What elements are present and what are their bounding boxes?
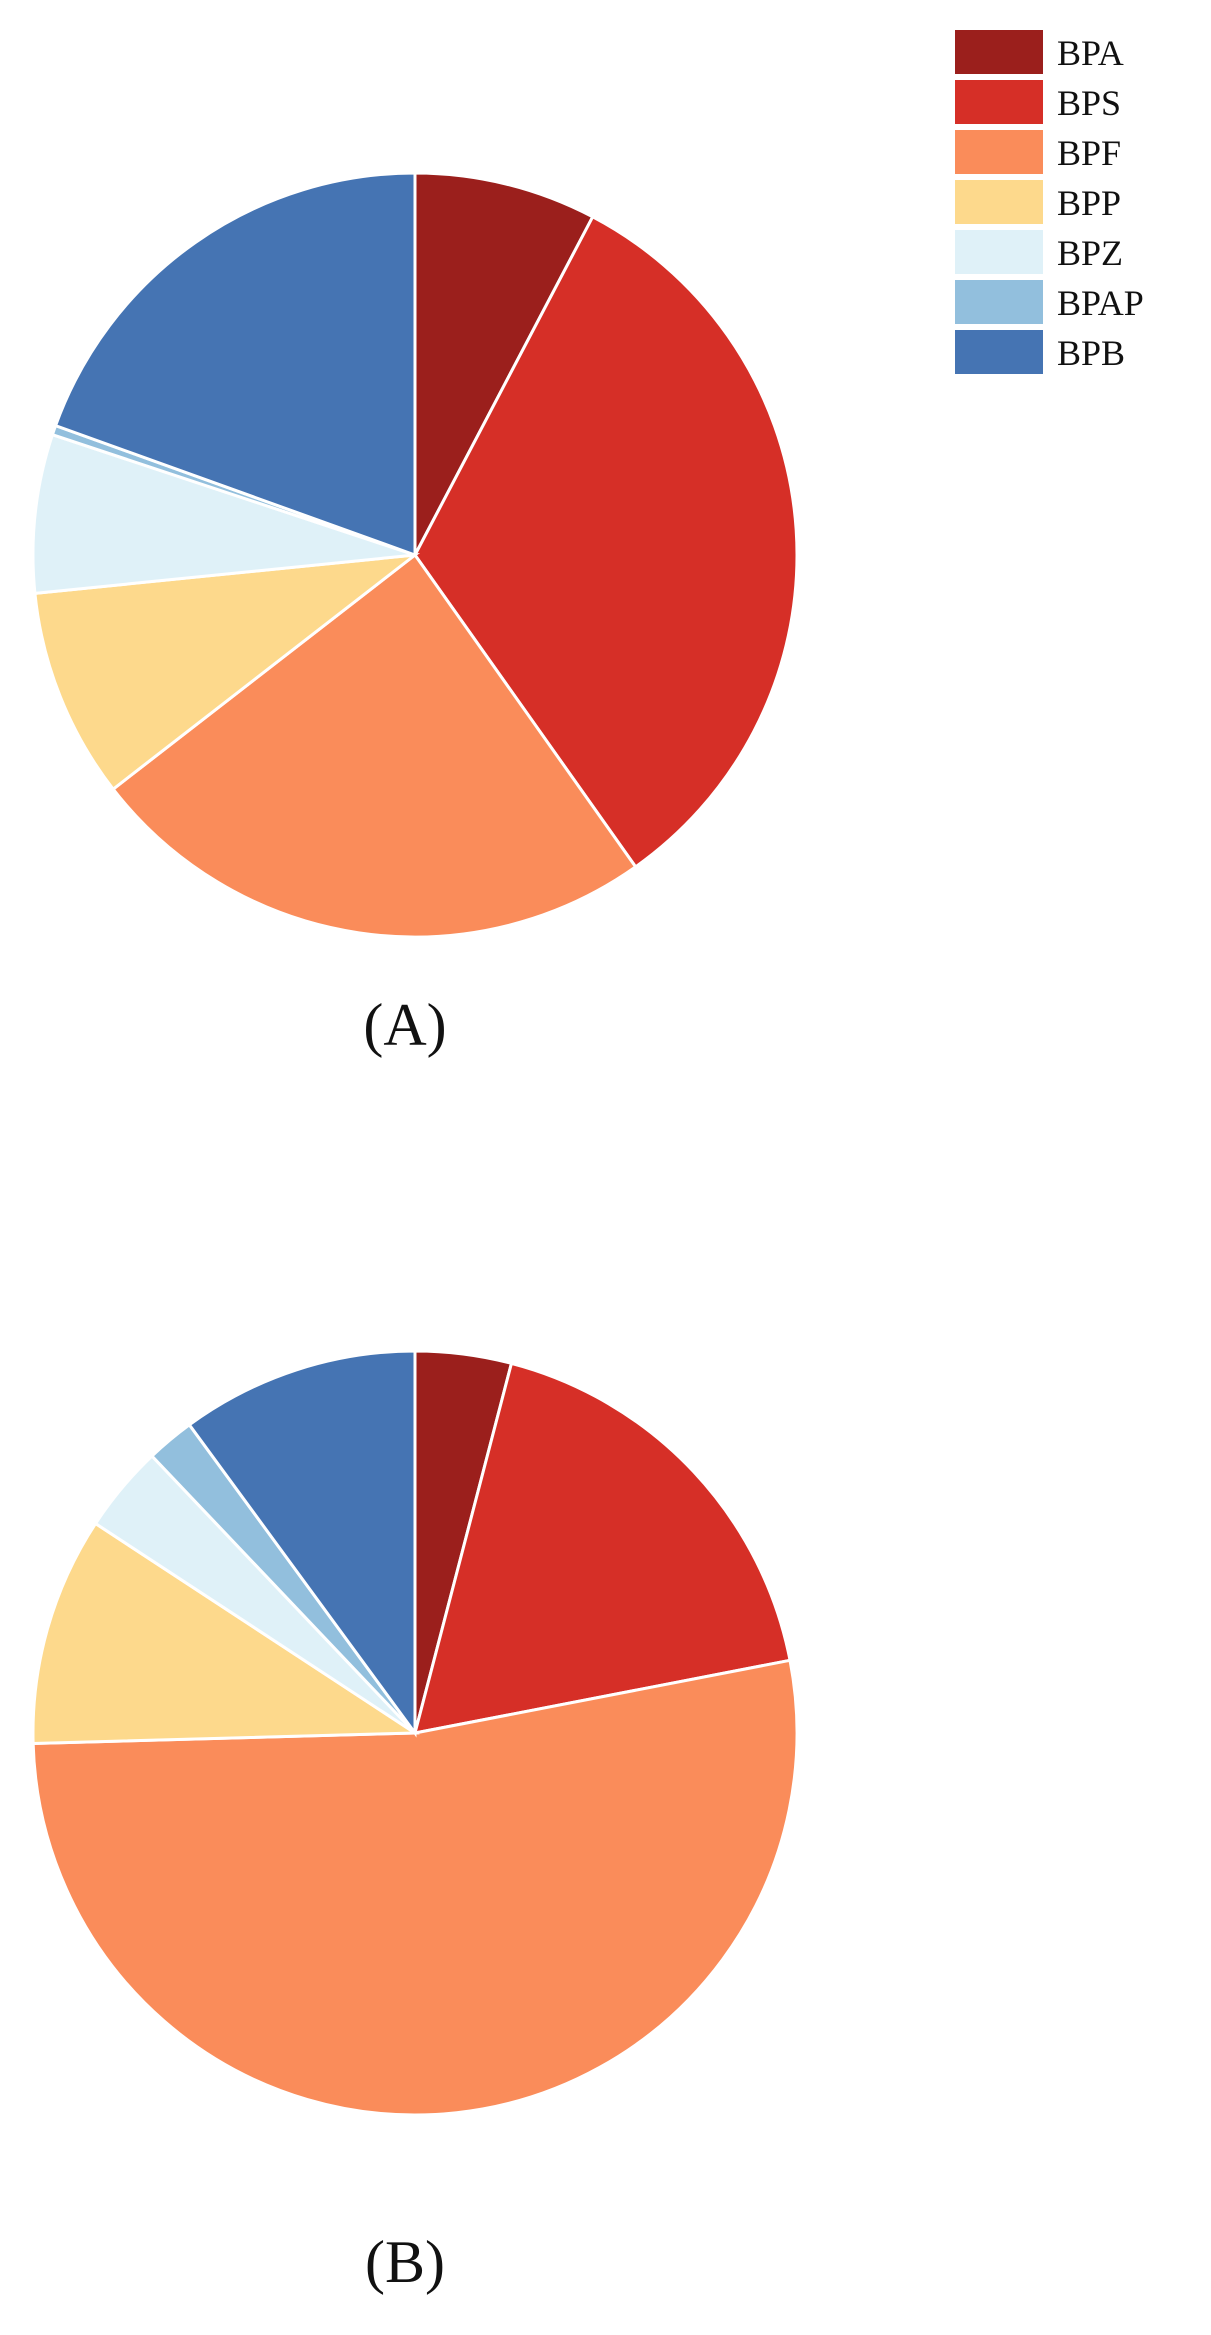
legend-label-bpf: BPF (1057, 133, 1121, 173)
pie-b-slice-bpp (31, 1521, 420, 1745)
legend-label-bpb: BPB (1057, 333, 1125, 373)
pie-b-slice-bpf (31, 1658, 799, 2117)
legend-swatch-bpp (955, 180, 1043, 224)
legend-label-bpap: BPAP (1057, 283, 1144, 323)
legend: BPA BPS BPF BPP BPZ BPAP BPB (955, 30, 1144, 374)
pie-a-slice-bpp (33, 552, 421, 792)
pie-chart-a (31, 171, 799, 939)
legend-swatch-bpa (955, 30, 1043, 74)
legend-swatch-bpf (955, 130, 1043, 174)
legend-label-bpp: BPP (1057, 183, 1121, 223)
pie-a-slice-bpa (413, 171, 595, 556)
panel-label-b: (B) (365, 2229, 445, 2295)
pie-chart-b (31, 1349, 799, 2117)
legend-label-bpz: BPZ (1057, 233, 1123, 273)
pie-a-slice-bpz (31, 432, 416, 595)
pie-b-slice-bps (412, 1361, 792, 1735)
panel-label-a: (A) (363, 992, 446, 1058)
pie-a-slice-bps (413, 214, 799, 869)
legend-label-bps: BPS (1057, 83, 1121, 123)
legend-swatch-bpap (955, 280, 1043, 324)
legend-swatch-bpz (955, 230, 1043, 274)
legend-swatch-bpb (955, 330, 1043, 374)
pie-a-slice-bpb (53, 171, 417, 558)
pie-a-slice-bpf (111, 552, 638, 939)
pie-b-slice-bpb (187, 1349, 417, 1738)
legend-label-bpa: BPA (1057, 33, 1124, 73)
legend-swatch-bps (955, 80, 1043, 124)
